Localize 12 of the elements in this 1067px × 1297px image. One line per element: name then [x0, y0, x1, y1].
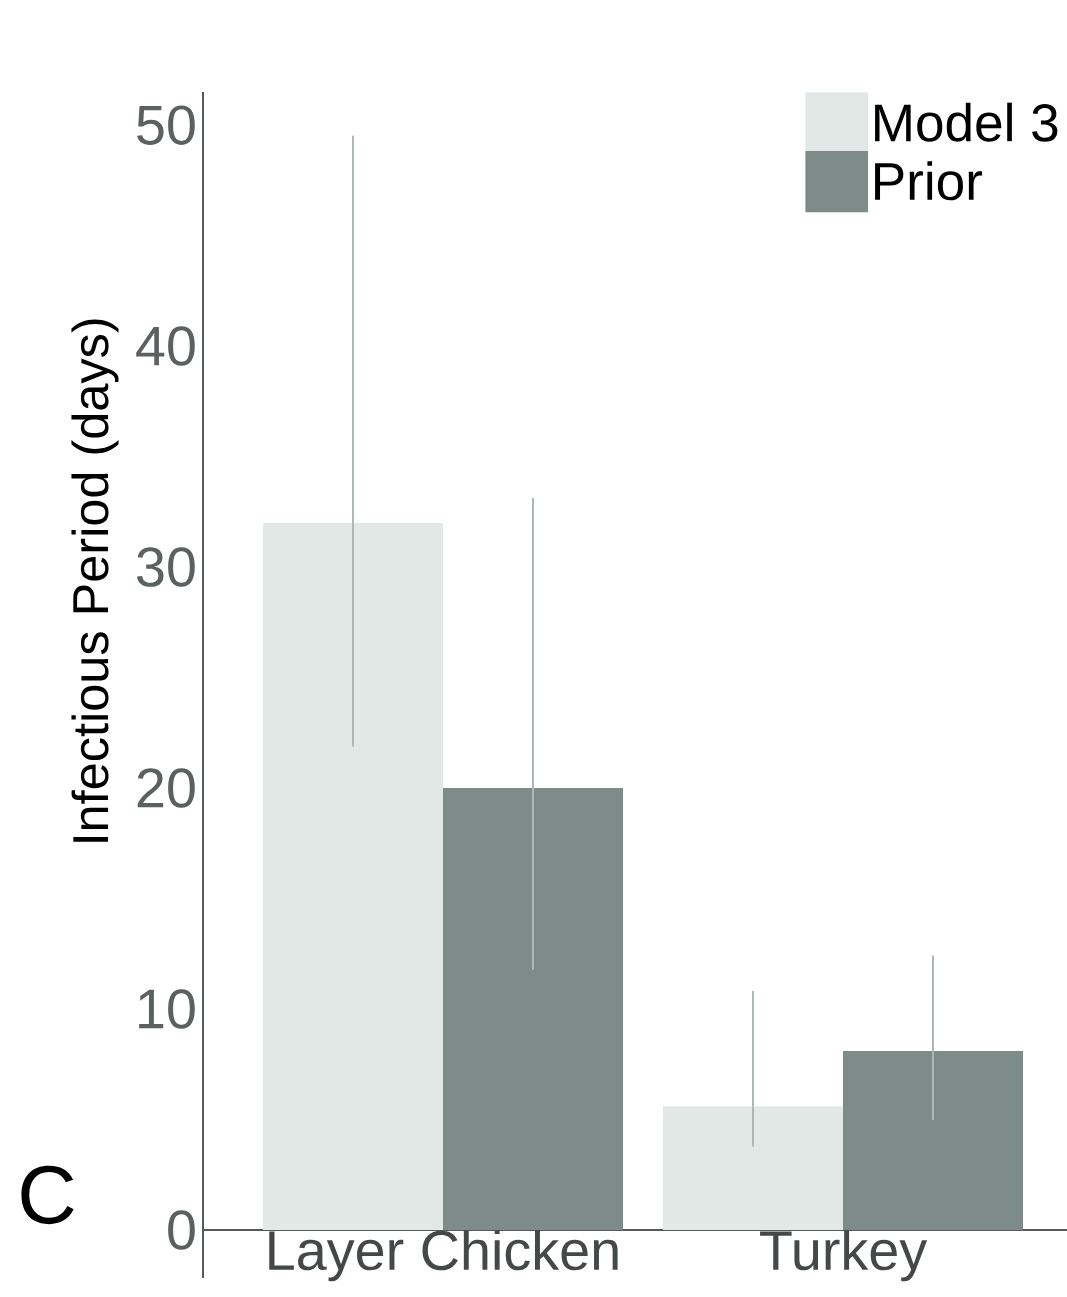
y-tick-label: 50 [137, 105, 195, 145]
y-tick-label: 20 [137, 768, 195, 808]
x-tick-label: Turkey [760, 1229, 928, 1282]
y-tick-label: 10 [139, 989, 195, 1029]
x-tick-label: Layer Chicken [269, 1229, 618, 1282]
text: C [21, 1165, 74, 1225]
legend-label: Prior [875, 161, 983, 201]
y-axis-title: Infectious Period (days) [71, 319, 119, 842]
y-tick-label: 0 [168, 1210, 195, 1250]
legend-label: Model 3 [875, 102, 1058, 142]
y-tick-label: 40 [136, 326, 195, 366]
y-tick-label: 30 [137, 547, 195, 587]
